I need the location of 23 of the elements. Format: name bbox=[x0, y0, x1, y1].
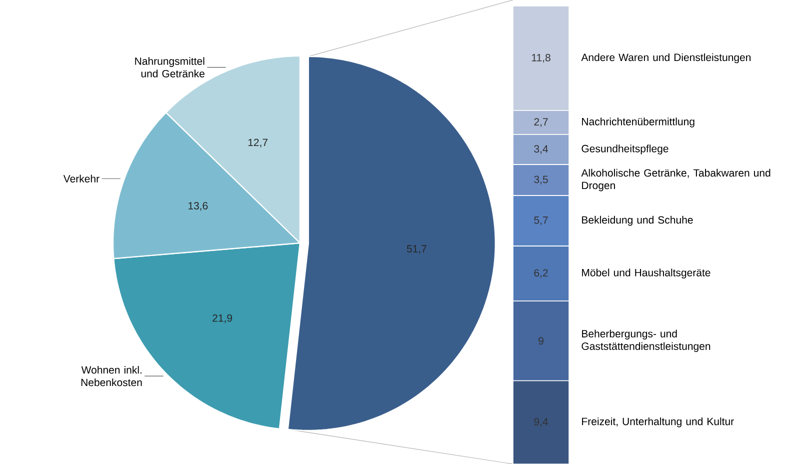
series-label: Möbel und Haushaltsgeräte bbox=[582, 268, 710, 278]
data-label: 51,7 bbox=[406, 245, 426, 254]
series-label: Gesundheitspflege bbox=[582, 144, 668, 154]
data-label: 6,2 bbox=[534, 269, 548, 278]
slice-label: Wohnen inkl. Nebenkosten bbox=[81, 366, 142, 386]
data-label: 12,7 bbox=[248, 138, 268, 148]
series-label: Andere Waren und Dienstleistungen bbox=[581, 53, 751, 64]
slice-label: Verkehr bbox=[63, 174, 100, 182]
series-label: Alkoholische Getränke, Tabakwaren und Drogen bbox=[581, 168, 770, 192]
data-label: 3,4 bbox=[534, 145, 548, 154]
data-label: 2,7 bbox=[534, 118, 548, 127]
data-label: 9,4 bbox=[534, 418, 548, 427]
slice-label: Nahrungsmittel und Getränke bbox=[135, 57, 204, 78]
data-label: 21,9 bbox=[212, 314, 232, 323]
series-label: Beherbergungs- und Gaststättendienstleistungen bbox=[582, 330, 710, 352]
series-label: Nachrichtenübermittlung bbox=[582, 118, 694, 128]
series-label: Freizeit, Unterhaltung und Kultur bbox=[582, 417, 734, 428]
data-label: 3,5 bbox=[534, 176, 548, 184]
data-label: 5,7 bbox=[534, 216, 548, 226]
data-label: 13,6 bbox=[188, 202, 208, 211]
data-label: 9 bbox=[538, 337, 544, 345]
series-label: Bekleidung und Schuhe bbox=[582, 216, 693, 226]
data-label: 11,8 bbox=[532, 54, 550, 63]
